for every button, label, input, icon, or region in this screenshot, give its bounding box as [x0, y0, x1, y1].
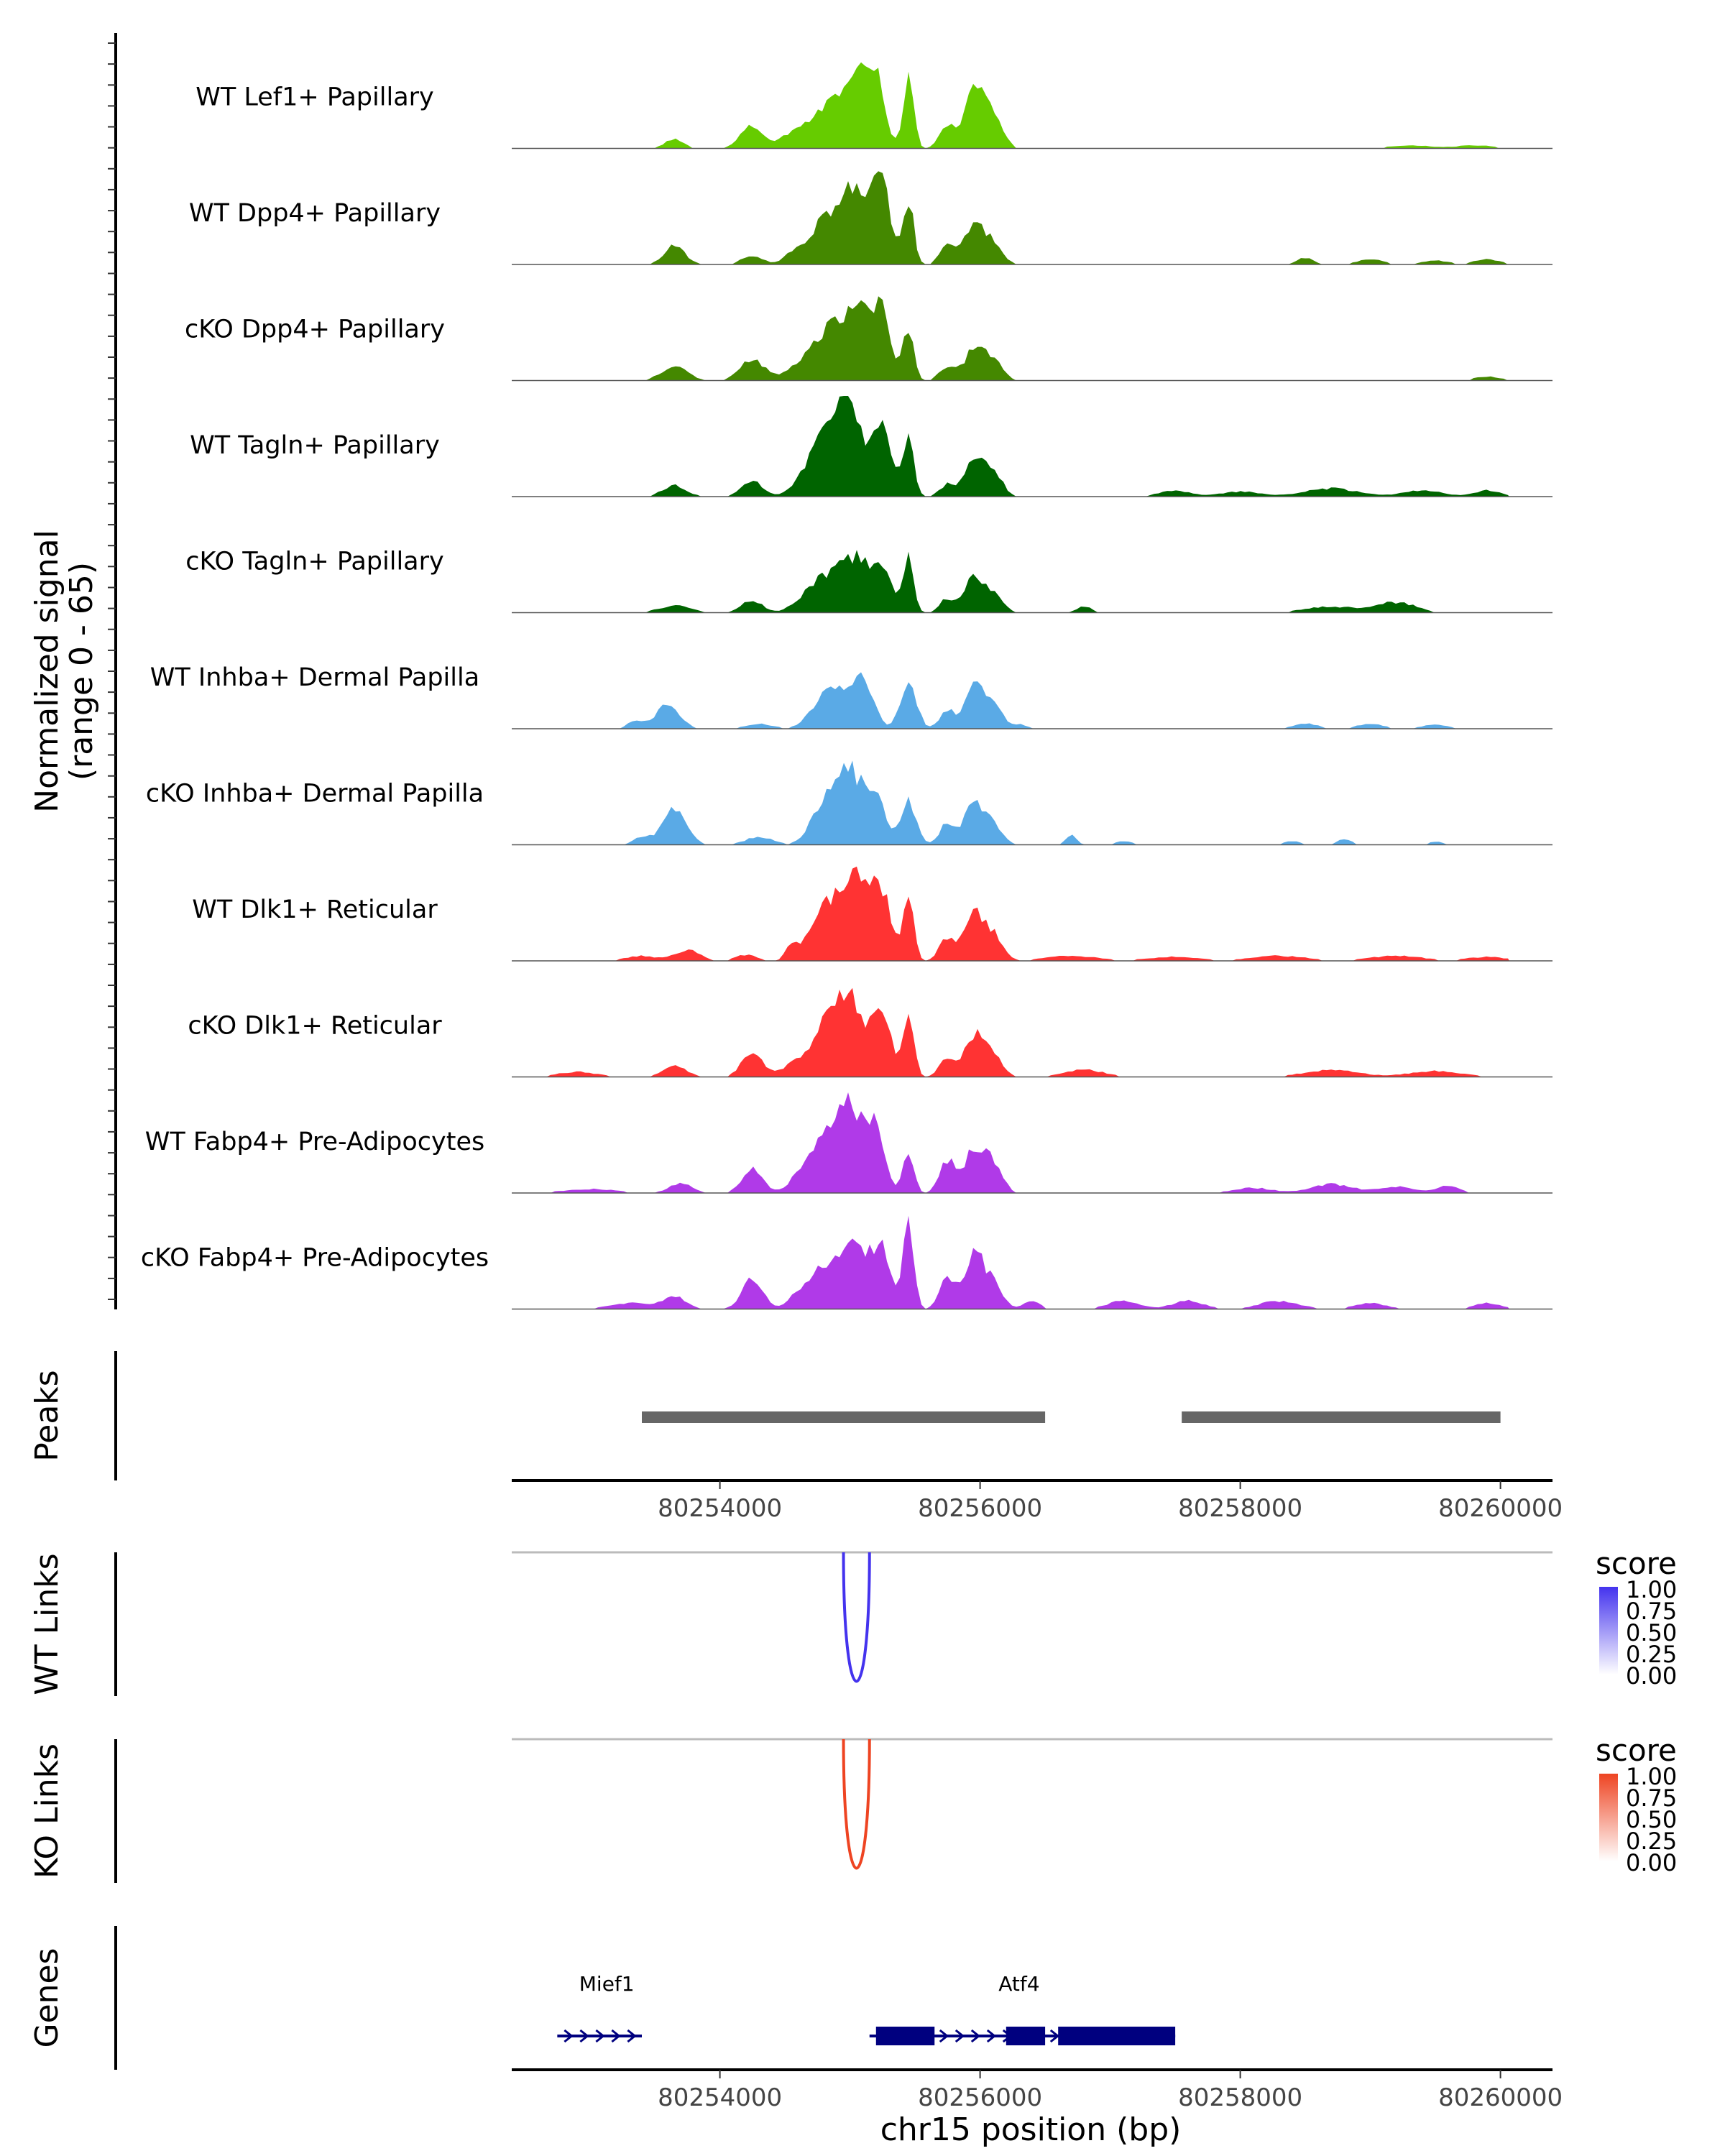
- coverage-area-5: [512, 550, 1509, 613]
- atf4-strand-chevron: [954, 2029, 965, 2043]
- ko-legend-tick-label-4: 0.25: [1626, 1828, 1677, 1855]
- ko-link-arc-1: [842, 1738, 871, 1870]
- peaks-x-axis: 80254000 80256000 80258000 80260000: [658, 1480, 1563, 1523]
- x-axis-title: chr15 position (bp): [880, 2111, 1182, 2148]
- atf4-gene-label: Atf4: [998, 1972, 1039, 1996]
- wt-link-arc-1: [842, 1552, 871, 1683]
- genes-x-tick-label-3: 80258000: [1178, 2083, 1302, 2112]
- wt-legend-colorbar: [1599, 1587, 1618, 1674]
- atf4-strand-chevron: [986, 2029, 997, 2043]
- track-label-3: cKO Dpp4+ Papillary: [185, 315, 445, 344]
- wt-legend-tick-label-3: 0.50: [1626, 1619, 1677, 1646]
- peaks-x-tick-label-4: 80260000: [1438, 1494, 1563, 1523]
- ko-legend-colorbar: [1599, 1774, 1618, 1861]
- track-label-10: WT Fabp4+ Pre-Adipocytes: [145, 1128, 484, 1156]
- coverage-ylabel-line1: Normalized signal: [29, 530, 65, 813]
- coverage-y-axis: Normalized signal (range 0 - 65): [29, 33, 117, 1309]
- atf4-strand-chevron: [939, 2029, 949, 2043]
- peak-region-1: [642, 1411, 1046, 1423]
- ko-links-ylabel: KO Links: [29, 1743, 65, 1879]
- atf4-strand-chevron: [970, 2029, 981, 2043]
- genes-track: Genes Mief1 Atf4: [29, 1926, 1552, 2071]
- track-label-8: WT Dlk1+ Reticular: [192, 895, 438, 924]
- coverage-tracks: WT Lef1+ Papillary WT Dpp4+ Papillary cKO …: [141, 62, 1552, 1310]
- genes-x-tick-label-1: 80254000: [658, 2083, 782, 2112]
- mief1-gene-label: Mief1: [579, 1972, 635, 1996]
- track-label-4: WT Tagln+ Papillary: [190, 431, 440, 460]
- peaks-track: Peaks: [29, 1351, 1552, 1482]
- track-label-2: WT Dpp4+ Papillary: [189, 199, 441, 228]
- atf4-strand-chevron: [1049, 2029, 1060, 2043]
- genes-ylabel: Genes: [29, 1948, 65, 2047]
- mief1-strand-chevron: [595, 2029, 605, 2043]
- ko-legend-tick-label-1: 1.00: [1626, 1763, 1677, 1790]
- genes-x-tick-label-4: 80260000: [1438, 2083, 1563, 2112]
- wt-legend-tick-label-4: 0.25: [1626, 1641, 1677, 1668]
- peaks-x-tick-label-3: 80258000: [1178, 1494, 1302, 1523]
- wt-links-ylabel: WT Links: [29, 1553, 65, 1695]
- atf4-exon-3: [1058, 2027, 1176, 2045]
- track-label-11: cKO Fabp4+ Pre-Adipocytes: [141, 1244, 489, 1273]
- ko-legend-tick-label-5: 0.00: [1626, 1849, 1677, 1876]
- ko-legend-title: score: [1596, 1733, 1677, 1768]
- peaks-ylabel: Peaks: [29, 1370, 65, 1461]
- track-label-6: WT Inhba+ Dermal Papilla: [150, 663, 479, 692]
- track-label-7: cKO Inhba+ Dermal Papilla: [146, 780, 484, 808]
- genes-x-axis: 80254000 80256000 80258000 80260000: [658, 2070, 1563, 2112]
- peaks-x-tick-label-2: 80256000: [918, 1494, 1042, 1523]
- track-label-5: cKO Tagln+ Papillary: [185, 548, 444, 576]
- wt-legend-title: score: [1596, 1546, 1677, 1581]
- wt-legend-tick-label-2: 0.75: [1626, 1598, 1677, 1625]
- genes-x-tick-label-2: 80256000: [918, 2083, 1042, 2112]
- wt-legend-tick-label-5: 0.00: [1626, 1662, 1677, 1690]
- mief1-strand-chevron: [579, 2029, 589, 2043]
- mief1-strand-chevron: [564, 2029, 574, 2043]
- track-label-1: WT Lef1+ Papillary: [196, 83, 434, 112]
- coverage-ylabel-line2: (range 0 - 65): [63, 562, 100, 780]
- atf4-exon-2: [1006, 2027, 1046, 2045]
- ko-legend-tick-label-2: 0.75: [1626, 1784, 1677, 1812]
- wt-legend-tick-label-1: 1.00: [1626, 1576, 1677, 1603]
- track-label-9: cKO Dlk1+ Reticular: [188, 1012, 442, 1041]
- peaks-x-tick-label-1: 80254000: [658, 1494, 782, 1523]
- mief1-strand-chevron: [611, 2029, 621, 2043]
- atf4-exon-1: [875, 2027, 935, 2045]
- mief1-strand-chevron: [627, 2029, 637, 2043]
- peak-region-2: [1182, 1411, 1501, 1423]
- ko-legend-tick-label-3: 0.50: [1626, 1806, 1677, 1833]
